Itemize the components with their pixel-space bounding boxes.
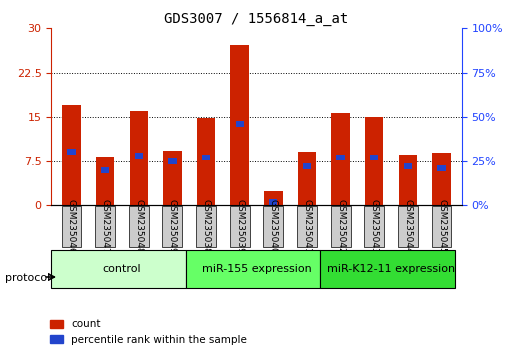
Text: GSM235048: GSM235048 bbox=[134, 199, 143, 254]
Text: protocol: protocol bbox=[5, 273, 50, 283]
Text: miR-155 expression: miR-155 expression bbox=[202, 264, 311, 274]
FancyBboxPatch shape bbox=[364, 206, 384, 247]
Bar bbox=[134, 153, 143, 159]
Bar bbox=[62, 105, 81, 205]
FancyBboxPatch shape bbox=[95, 206, 115, 247]
Bar bbox=[432, 153, 451, 205]
Bar bbox=[163, 151, 182, 205]
Bar bbox=[96, 157, 114, 205]
FancyBboxPatch shape bbox=[129, 206, 149, 247]
Bar bbox=[370, 155, 379, 160]
Bar bbox=[404, 164, 412, 169]
Bar bbox=[129, 111, 148, 205]
Text: control: control bbox=[103, 264, 141, 274]
Bar bbox=[399, 155, 417, 205]
Bar bbox=[337, 155, 345, 160]
Bar bbox=[298, 152, 316, 205]
FancyBboxPatch shape bbox=[51, 250, 186, 288]
Bar bbox=[197, 118, 215, 205]
Text: GSM235045: GSM235045 bbox=[437, 199, 446, 254]
FancyBboxPatch shape bbox=[431, 206, 451, 247]
Text: GSM235041: GSM235041 bbox=[303, 199, 311, 254]
Bar bbox=[101, 167, 109, 173]
Bar bbox=[168, 158, 176, 164]
Text: GSM235038: GSM235038 bbox=[202, 199, 210, 254]
Bar bbox=[331, 113, 350, 205]
FancyBboxPatch shape bbox=[331, 206, 350, 247]
FancyBboxPatch shape bbox=[196, 206, 216, 247]
Text: GSM235042: GSM235042 bbox=[336, 199, 345, 254]
Bar bbox=[235, 121, 244, 127]
Text: GSM235040: GSM235040 bbox=[269, 199, 278, 254]
Bar bbox=[269, 199, 278, 205]
FancyBboxPatch shape bbox=[186, 250, 321, 288]
Text: GSM235049: GSM235049 bbox=[168, 199, 177, 254]
FancyBboxPatch shape bbox=[163, 206, 182, 247]
FancyBboxPatch shape bbox=[321, 250, 455, 288]
FancyBboxPatch shape bbox=[62, 206, 82, 247]
Bar bbox=[303, 164, 311, 169]
Text: miR-K12-11 expression: miR-K12-11 expression bbox=[327, 264, 455, 274]
Bar bbox=[365, 117, 384, 205]
Bar bbox=[230, 45, 249, 205]
FancyBboxPatch shape bbox=[263, 206, 283, 247]
Text: GSM235039: GSM235039 bbox=[235, 199, 244, 254]
FancyBboxPatch shape bbox=[230, 206, 250, 247]
Bar bbox=[438, 165, 446, 171]
FancyBboxPatch shape bbox=[297, 206, 317, 247]
Text: GSM235044: GSM235044 bbox=[403, 199, 412, 254]
Title: GDS3007 / 1556814_a_at: GDS3007 / 1556814_a_at bbox=[164, 12, 349, 26]
FancyBboxPatch shape bbox=[398, 206, 418, 247]
Text: GSM235047: GSM235047 bbox=[101, 199, 110, 254]
Text: GSM235043: GSM235043 bbox=[370, 199, 379, 254]
Bar bbox=[202, 155, 210, 160]
Bar bbox=[67, 149, 75, 155]
Text: GSM235046: GSM235046 bbox=[67, 199, 76, 254]
Legend: count, percentile rank within the sample: count, percentile rank within the sample bbox=[46, 315, 251, 349]
Bar bbox=[264, 190, 283, 205]
